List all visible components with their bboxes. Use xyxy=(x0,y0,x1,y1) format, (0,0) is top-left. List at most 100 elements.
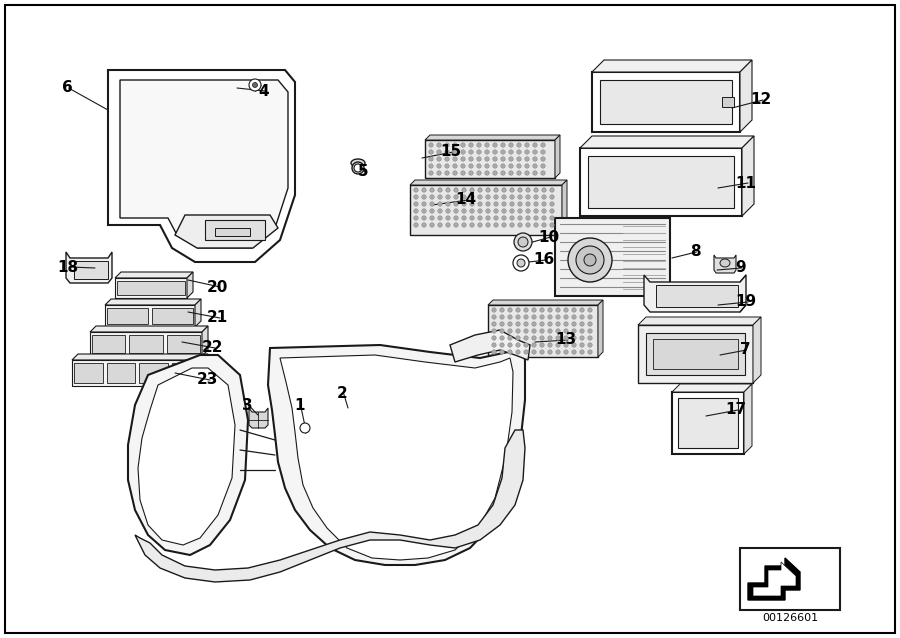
Text: 22: 22 xyxy=(202,341,223,355)
Circle shape xyxy=(445,150,449,154)
Circle shape xyxy=(541,150,545,154)
Circle shape xyxy=(532,329,536,333)
Polygon shape xyxy=(580,136,754,148)
Circle shape xyxy=(563,336,568,340)
Circle shape xyxy=(462,223,466,227)
Text: 21: 21 xyxy=(207,311,229,325)
Circle shape xyxy=(436,143,441,147)
Circle shape xyxy=(422,216,427,220)
Circle shape xyxy=(540,336,544,340)
Circle shape xyxy=(509,209,514,213)
Bar xyxy=(166,335,200,353)
Circle shape xyxy=(494,216,499,220)
Circle shape xyxy=(500,329,504,333)
Circle shape xyxy=(588,322,592,326)
Circle shape xyxy=(518,202,522,206)
Circle shape xyxy=(422,223,427,227)
Circle shape xyxy=(508,171,513,175)
Circle shape xyxy=(572,350,576,354)
Circle shape xyxy=(508,343,512,347)
Circle shape xyxy=(491,329,496,333)
Circle shape xyxy=(445,164,449,168)
Circle shape xyxy=(517,164,521,168)
Circle shape xyxy=(542,216,546,220)
Circle shape xyxy=(580,336,584,340)
Circle shape xyxy=(500,157,505,161)
Circle shape xyxy=(563,350,568,354)
Bar xyxy=(588,156,734,208)
Circle shape xyxy=(461,164,465,168)
Circle shape xyxy=(526,216,530,220)
Circle shape xyxy=(428,143,433,147)
Circle shape xyxy=(462,202,466,206)
Polygon shape xyxy=(488,300,603,305)
Circle shape xyxy=(491,315,496,319)
Circle shape xyxy=(563,308,568,312)
Circle shape xyxy=(493,150,497,154)
Polygon shape xyxy=(744,384,752,454)
Circle shape xyxy=(502,188,506,192)
Bar xyxy=(646,333,745,375)
Polygon shape xyxy=(135,430,525,582)
Circle shape xyxy=(461,157,465,161)
Circle shape xyxy=(518,223,522,227)
Circle shape xyxy=(478,188,482,192)
Polygon shape xyxy=(268,345,525,565)
Bar xyxy=(580,148,742,216)
Circle shape xyxy=(445,157,449,161)
Circle shape xyxy=(534,209,538,213)
Circle shape xyxy=(446,188,450,192)
Bar xyxy=(425,140,555,178)
Circle shape xyxy=(509,195,514,199)
Circle shape xyxy=(532,350,536,354)
Circle shape xyxy=(548,315,553,319)
Bar xyxy=(488,305,598,357)
Circle shape xyxy=(588,350,592,354)
Circle shape xyxy=(540,329,544,333)
Circle shape xyxy=(494,209,499,213)
Bar xyxy=(172,363,200,383)
Circle shape xyxy=(556,315,560,319)
Circle shape xyxy=(500,336,504,340)
Polygon shape xyxy=(740,60,752,132)
Circle shape xyxy=(437,216,442,220)
Circle shape xyxy=(526,223,530,227)
Circle shape xyxy=(430,195,434,199)
Circle shape xyxy=(524,315,528,319)
Bar xyxy=(740,548,840,610)
Bar xyxy=(410,185,562,235)
Ellipse shape xyxy=(351,159,365,167)
Circle shape xyxy=(428,150,433,154)
Circle shape xyxy=(563,343,568,347)
Circle shape xyxy=(542,209,546,213)
Polygon shape xyxy=(195,299,201,327)
Circle shape xyxy=(550,202,554,206)
Circle shape xyxy=(454,209,458,213)
Circle shape xyxy=(462,195,466,199)
Circle shape xyxy=(584,254,596,266)
Circle shape xyxy=(453,157,457,161)
Circle shape xyxy=(533,164,537,168)
Circle shape xyxy=(532,308,536,312)
Circle shape xyxy=(486,202,491,206)
Text: 23: 23 xyxy=(197,373,219,387)
Text: 4: 4 xyxy=(258,84,268,98)
Circle shape xyxy=(525,143,529,147)
Circle shape xyxy=(542,223,546,227)
Bar xyxy=(92,335,125,353)
Polygon shape xyxy=(555,135,560,178)
Circle shape xyxy=(516,308,520,312)
Polygon shape xyxy=(742,136,754,216)
Circle shape xyxy=(533,150,537,154)
Circle shape xyxy=(542,188,546,192)
Circle shape xyxy=(414,223,418,227)
Circle shape xyxy=(548,336,553,340)
Circle shape xyxy=(453,143,457,147)
Circle shape xyxy=(430,202,434,206)
Text: 6: 6 xyxy=(62,80,73,96)
Circle shape xyxy=(541,164,545,168)
Circle shape xyxy=(469,157,473,161)
Circle shape xyxy=(500,143,505,147)
Circle shape xyxy=(477,150,482,154)
Circle shape xyxy=(580,315,584,319)
